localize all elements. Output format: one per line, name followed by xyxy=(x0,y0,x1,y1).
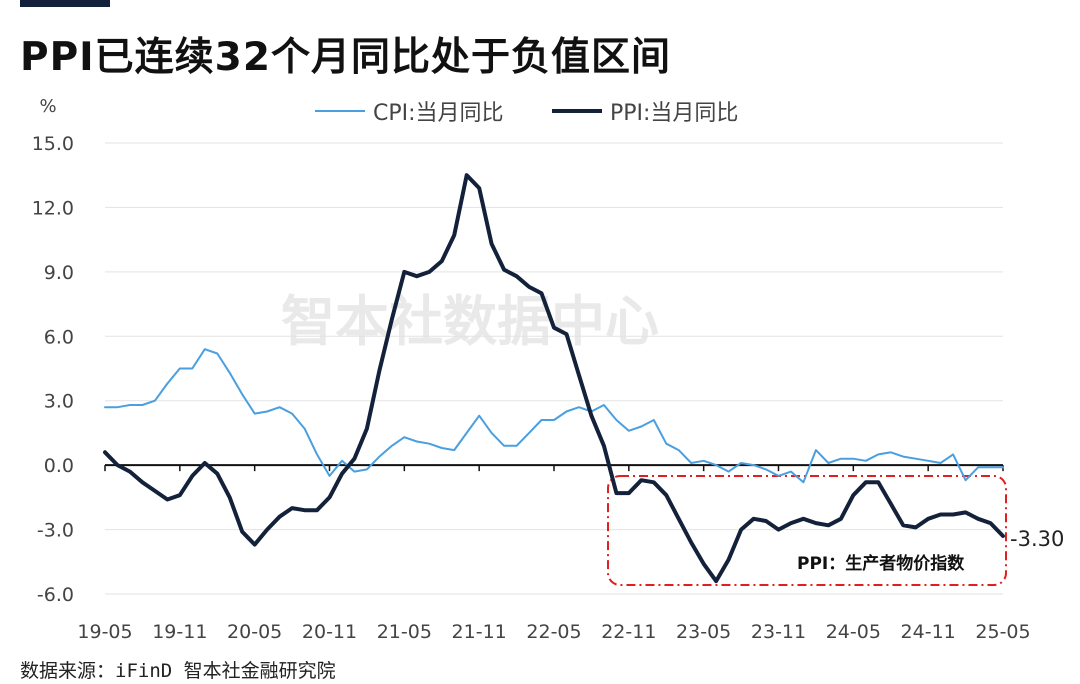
y-tick-label: 12.0 xyxy=(32,197,74,219)
y-axis: 15.0 12.0 9.0 6.0 3.0 0.0 -3.0 -6.0 xyxy=(32,133,74,606)
y-tick-label: 6.0 xyxy=(44,326,74,348)
title-accent-bar xyxy=(20,0,110,7)
x-axis: 19-05 19-11 20-05 20-11 21-05 21-11 22-05 22-11… xyxy=(77,464,1031,643)
ppi-series-line xyxy=(103,173,1005,584)
y-unit-label: % xyxy=(39,96,56,117)
chart-legend: CPI:当月同比 PPI:当月同比 xyxy=(315,101,738,126)
y-tick-label: 15.0 xyxy=(32,133,74,155)
legend-label-ppi: PPI:当月同比 xyxy=(610,101,738,126)
x-tick-label: 19-11 xyxy=(152,621,207,643)
grid xyxy=(105,142,1003,595)
chart-title: PPI已连续32个月同比处于负值区间 xyxy=(20,35,671,80)
legend-label-cpi: CPI:当月同比 xyxy=(373,101,504,126)
x-tick-label: 24-05 xyxy=(826,621,881,643)
data-source: 数据来源：iFinD 智本社金融研究院 xyxy=(20,660,336,682)
series-group xyxy=(103,173,1005,584)
y-tick-label: -3.0 xyxy=(37,520,74,542)
y-tick-label: 0.0 xyxy=(44,455,74,477)
x-tick-label: 22-05 xyxy=(526,621,581,643)
x-tick-label: 19-05 xyxy=(77,621,132,643)
ppi-annotation: PPI：生产者物价指数 xyxy=(797,553,965,574)
x-tick-label: 24-11 xyxy=(901,621,956,643)
x-tick-label: 23-11 xyxy=(751,621,806,643)
x-tick-label: 23-05 xyxy=(676,621,731,643)
y-tick-label: 9.0 xyxy=(44,262,74,284)
y-tick-label: -6.0 xyxy=(37,584,74,606)
last-value-label: -3.30 xyxy=(1010,527,1064,551)
x-tick-label: 25-05 xyxy=(975,621,1030,643)
x-tick-label: 20-05 xyxy=(227,621,282,643)
x-tick-label: 21-11 xyxy=(452,621,507,643)
watermark: 智本社数据中心 xyxy=(281,290,659,353)
cpi-series-line xyxy=(104,348,1004,484)
negative-region-box xyxy=(607,475,1007,586)
x-tick-label: 21-05 xyxy=(377,621,432,643)
x-tick-label: 22-11 xyxy=(601,621,656,643)
x-tick-label: 20-11 xyxy=(302,621,357,643)
y-tick-label: 3.0 xyxy=(44,391,74,413)
